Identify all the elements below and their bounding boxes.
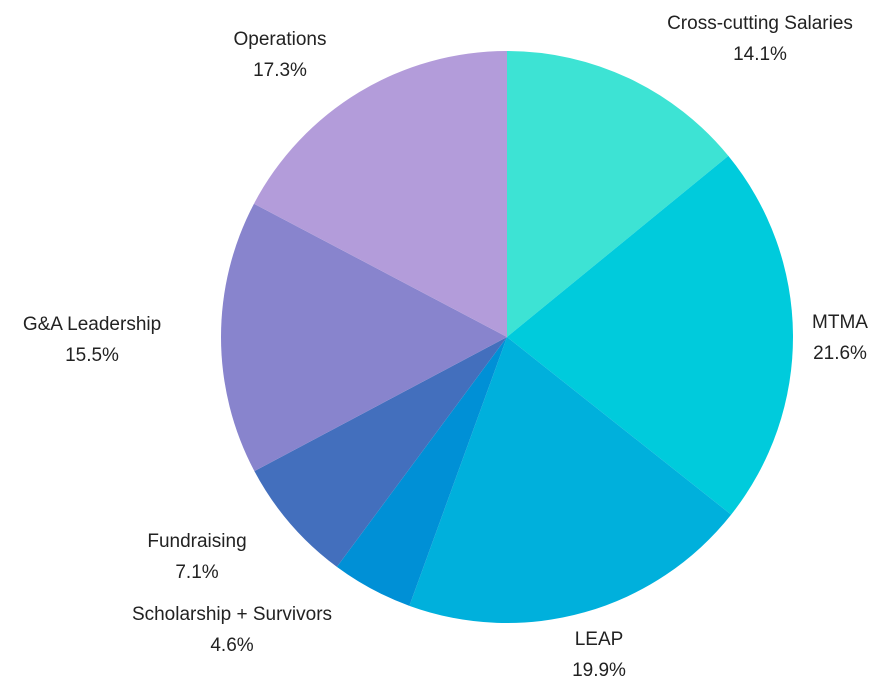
slice-label-operations: Operations [234,29,327,50]
slice-value-fundraising: 7.1% [175,562,218,583]
pie-slice-scholarship-survivors [336,337,507,606]
pie-slice-cross-cutting-salaries [507,51,729,337]
pie-slice-mtma [507,155,794,515]
pie-slice-g-a-leadership [221,203,508,472]
slice-value-operations: 17.3% [253,60,307,81]
slice-label-g-a-leadership: G&A Leadership [23,314,161,335]
pie-slice-fundraising [254,337,507,567]
pie-slice-leap [409,337,732,624]
pie-slice-operations [253,51,507,337]
slice-value-leap: 19.9% [572,660,626,681]
slice-label-fundraising: Fundraising [147,531,246,552]
slice-value-cross-cutting-salaries: 14.1% [733,44,787,65]
pie-slices [221,51,794,624]
slice-value-scholarship-survivors: 4.6% [210,635,253,656]
slice-label-mtma: MTMA [812,312,868,333]
slice-label-leap: LEAP [575,629,624,650]
slice-value-g-a-leadership: 15.5% [65,345,119,366]
pie-labels: Cross-cutting Salaries 14.1% MTMA 21.6% LEAP… [23,13,868,681]
slice-label-cross-cutting-salaries: Cross-cutting Salaries [667,13,853,34]
slice-label-scholarship-survivors: Scholarship + Survivors [132,604,332,625]
slice-value-mtma: 21.6% [813,343,867,364]
